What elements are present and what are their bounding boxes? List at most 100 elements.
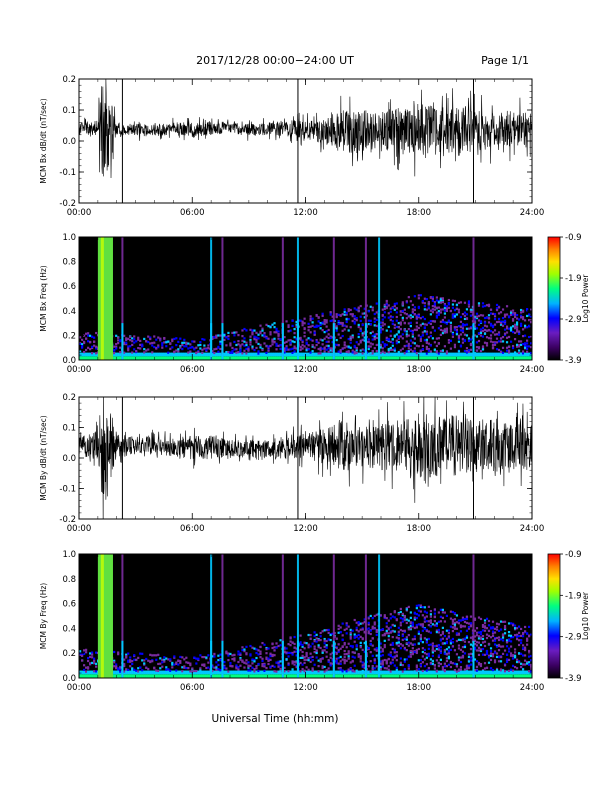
spectrogram-cell <box>331 319 334 322</box>
spectrogram-cell <box>371 309 374 312</box>
spectrogram-cell <box>331 341 334 344</box>
spectrogram-cell <box>407 327 410 331</box>
spectrogram-cell <box>155 338 158 341</box>
spectrogram-cell <box>417 668 420 671</box>
spectrogram-cell <box>415 344 418 347</box>
spectrogram-cell <box>227 331 230 335</box>
spectrogram-cell <box>129 356 132 360</box>
spectrogram-cell <box>249 338 252 342</box>
spectrogram-cell <box>143 674 146 678</box>
spectrogram-cell <box>367 630 370 633</box>
spectrogram-cell <box>285 651 288 654</box>
spectrogram-cell <box>461 356 465 360</box>
spectrogram-cell <box>403 614 406 618</box>
spectrogram-cell <box>515 345 519 348</box>
spectrogram-cell <box>393 326 396 329</box>
spectrogram-cell <box>203 352 206 357</box>
spectrogram-cell <box>449 639 453 642</box>
spectrogram-cell <box>483 653 487 656</box>
spectrogram-cell <box>259 674 262 678</box>
spectrogram-cell <box>369 342 372 345</box>
y-tick-label: 1.0 <box>62 550 76 560</box>
spectrogram-cell <box>317 670 320 675</box>
spectrogram-cell <box>441 616 445 619</box>
spectrogram-cell <box>511 330 515 334</box>
spectrogram-cell <box>511 318 515 321</box>
spectrogram-cell <box>459 301 463 304</box>
spectrogram-cell <box>359 622 362 625</box>
spectrogram-cell <box>457 644 461 647</box>
spectrogram-cell <box>499 620 503 623</box>
spectrogram-cell <box>429 619 432 622</box>
spectrogram-cell <box>525 342 529 345</box>
spectrogram-cell <box>391 315 394 319</box>
spectrogram-cell <box>425 669 428 672</box>
spectrogram-cell <box>315 674 318 678</box>
spectrogram-cell <box>207 352 210 357</box>
spectrogram-cell <box>439 646 442 649</box>
spectrogram-cell <box>353 670 356 673</box>
spectrogram-cell <box>443 652 447 655</box>
spectrogram-cell <box>159 356 162 360</box>
spectrogram-cell <box>127 337 130 340</box>
spectrogram-cell <box>493 352 497 357</box>
spectrogram-cell <box>219 342 222 345</box>
spectrogram-cell <box>147 348 150 351</box>
spectrogram-cell <box>199 674 202 678</box>
spectrogram-cell <box>143 663 146 666</box>
spectrogram-cell <box>439 308 442 311</box>
spectrogram-cell <box>271 343 274 346</box>
spectrogram-cell <box>439 608 442 611</box>
spectrogram-cell <box>501 634 505 637</box>
spectrogram-cell <box>167 351 170 354</box>
spectrogram-cell <box>509 310 513 313</box>
spectrogram-cell <box>239 656 242 660</box>
spectrogram-cell <box>171 352 174 357</box>
trace-line <box>79 397 532 519</box>
spectrogram-cell <box>509 652 513 655</box>
spectrogram-cell <box>481 647 485 651</box>
spectrogram-cell <box>217 659 220 662</box>
spectrogram-cell <box>409 653 412 656</box>
spectrogram-cell <box>327 350 330 353</box>
spectrogram-cell <box>85 332 88 335</box>
spectrogram-cell <box>207 347 210 350</box>
spectrogram-cell <box>529 308 533 311</box>
spectrogram-cell <box>179 345 182 348</box>
spectrogram-cell <box>327 352 330 357</box>
spectrogram-cell <box>453 627 457 630</box>
spectrogram-cell <box>403 646 406 650</box>
spectrogram-cell <box>521 342 525 346</box>
spectrogram-cell <box>113 356 116 360</box>
spectrogram-cell <box>445 641 449 645</box>
spectrogram-cell <box>317 352 320 355</box>
spectrogram-cell <box>251 329 254 332</box>
spectrogram-cell <box>355 308 358 311</box>
spectrogram-cell <box>485 336 489 339</box>
spectrogram-cell <box>371 644 374 647</box>
spectrogram-cell <box>417 614 420 617</box>
spectrogram-cell <box>399 657 402 660</box>
spectrogram-cell <box>201 338 204 341</box>
spectrogram-cell <box>397 336 400 339</box>
spectrogram-cell <box>217 663 220 666</box>
spectrogram-cell <box>169 659 172 662</box>
spectrogram-cell <box>361 661 364 664</box>
spectrogram-cell <box>241 674 244 678</box>
spectrogram-cell <box>353 633 356 636</box>
spectrogram-cell <box>407 322 410 325</box>
spectrogram-cell <box>277 670 280 675</box>
spectrogram-cell <box>291 347 294 350</box>
spectrogram-cell <box>423 637 426 640</box>
spectrogram-cell <box>457 668 461 671</box>
spectrogram-cell <box>455 313 459 316</box>
spectrogram-cell <box>395 636 398 639</box>
spectrogram-cell <box>499 670 503 675</box>
spectrogram-cell <box>525 356 529 360</box>
spectrogram-cell <box>489 658 493 662</box>
spectrogram-cell <box>323 665 326 669</box>
spectrogram-cell <box>137 670 140 673</box>
spectrogram-cell <box>517 351 521 355</box>
spectrogram-cell <box>485 356 489 360</box>
spectrogram-cell <box>293 663 296 666</box>
